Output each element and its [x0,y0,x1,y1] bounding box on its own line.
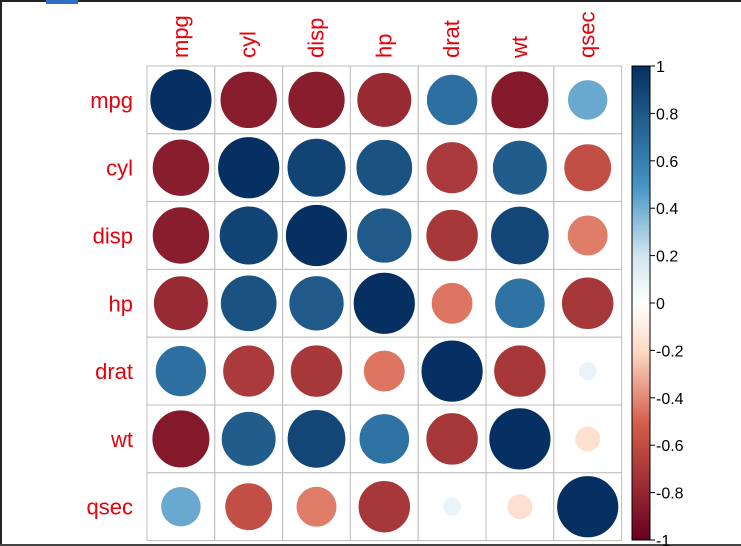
row-label-cyl: cyl [106,156,133,181]
circle-qsec-qsec [556,475,619,538]
circle-cyl-cyl [217,136,280,199]
window-top-border [0,0,741,2]
circle-qsec-hp [357,480,411,534]
colorbar-tick-label: -0.4 [656,391,684,408]
cell-hp-drat [417,268,487,338]
row-labels: mpg cyl disp hp drat wt qsec [87,88,133,520]
circle-qsec-cyl [224,482,273,531]
colorbar-tick-label: -0.8 [656,486,684,503]
circle-drat-disp [290,344,343,398]
colorbar-tick-label: -1 [656,533,670,546]
circle-cyl-qsec [563,143,612,192]
circle-cyl-disp [286,138,347,198]
cell-qsec-mpg [146,472,216,542]
column-label-cyl: cyl [236,31,261,58]
circle-hp-qsec [561,276,615,330]
circle-hp-drat [431,282,474,325]
circle-disp-qsec [567,214,609,257]
row-label-drat: drat [95,359,133,384]
circle-cyl-wt [492,140,548,196]
circle-wt-drat [425,412,479,466]
row-label-hp: hp [109,291,133,316]
circle-qsec-wt [506,493,533,520]
colorbar-legend: 1 0.8 0.6 0.4 0.2 0 -0.2 -0.4 -0.6 -0.8 -1 [631,59,684,546]
circle-disp-hp [356,207,413,264]
circle-drat-wt [493,344,547,398]
circle-mpg-mpg [149,68,213,132]
circle-cyl-mpg [152,138,210,197]
circle-hp-cyl [220,274,278,332]
colorbar-tick-label: 0.8 [656,106,678,123]
circle-wt-cyl [221,411,277,467]
column-label-mpg: mpg [168,15,193,58]
colorbar-tick-label: 0.4 [656,201,678,218]
circle-cyl-drat [425,141,479,194]
circle-qsec-disp [295,486,338,528]
column-label-disp: disp [304,18,329,58]
circle-wt-wt [488,407,552,471]
colorbar-tick-label: -0.2 [656,343,684,360]
window-bottom-border [0,544,741,546]
circle-hp-disp [288,275,345,332]
circle-mpg-drat [426,74,478,126]
circle-drat-cyl [222,344,275,398]
circle-hp-wt [494,277,546,329]
circle-wt-mpg [151,409,211,469]
colorbar-tick-label: 0.2 [656,249,678,266]
circle-cyl-hp [355,139,413,197]
column-label-drat: drat [439,20,464,58]
circle-wt-disp [287,409,346,469]
correlation-grid [146,65,623,542]
column-label-hp: hp [371,34,396,58]
tab-indicator [46,0,78,4]
window-left-border [0,0,2,546]
circle-drat-qsec [578,361,598,381]
circle-disp-wt [490,206,550,265]
column-label-qsec: qsec [575,12,600,58]
circle-wt-hp [358,413,410,465]
colorbar-tick-label: 1 [656,59,665,76]
colorbar-tick-label: 0 [656,296,665,313]
colorbar-tick-label: 0.6 [656,154,678,171]
column-label-wt: wt [507,36,532,59]
circle-mpg-wt [490,70,550,130]
circle-qsec-mpg [160,486,202,528]
circle-drat-drat [420,339,484,403]
circle-qsec-drat [442,497,462,517]
row-label-disp: disp [93,224,133,249]
row-label-mpg: mpg [90,88,133,113]
row-label-wt: wt [110,427,133,452]
circle-mpg-cyl [219,71,278,129]
circle-disp-cyl [219,205,279,266]
circle-disp-disp [285,204,348,267]
circle-drat-mpg [155,345,207,397]
colorbar-ticks: 1 0.8 0.6 0.4 0.2 0 -0.2 -0.4 -0.6 -0.8 -1 [650,59,684,546]
circle-mpg-disp [287,71,346,129]
circle-mpg-qsec [567,79,609,121]
circle-disp-mpg [152,206,210,265]
circle-drat-hp [363,350,406,393]
column-labels: mpg cyl disp hp drat wt qsec [168,12,600,59]
circle-hp-mpg [153,275,209,331]
circle-wt-qsec [574,425,601,452]
row-label-qsec: qsec [87,495,133,520]
circle-disp-drat [425,209,479,262]
colorbar-gradient [631,65,651,541]
circle-hp-hp [353,272,416,335]
colorbar-tick-label: -0.6 [656,438,684,455]
circle-mpg-hp [356,72,412,128]
